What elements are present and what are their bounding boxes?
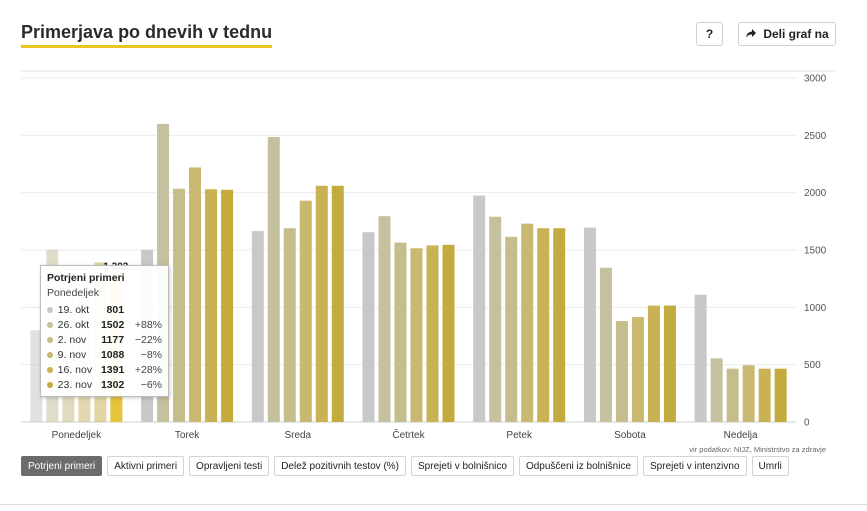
bar (537, 228, 550, 422)
y-tick-label: 500 (804, 360, 821, 371)
bar (505, 236, 518, 422)
tab-opravljeni-testi[interactable]: Opravljeni testi (189, 456, 270, 476)
tooltip-day: Ponedeljek (47, 287, 99, 299)
tooltip-value: 1177 (101, 333, 125, 346)
bar (378, 216, 391, 422)
bottom-divider (0, 504, 867, 505)
bar (742, 365, 755, 422)
tooltip-change: −8% (140, 348, 162, 361)
y-tick-label: 1500 (804, 246, 827, 257)
tab-sprejeti-v-bolnišnico[interactable]: Sprejeti v bolnišnico (411, 456, 514, 476)
bar (331, 185, 344, 422)
tooltip-date: 16. nov (57, 363, 93, 376)
bar (774, 368, 787, 422)
tooltip-date: 9. nov (57, 348, 87, 361)
tooltip-change: −22% (134, 333, 162, 346)
bar (489, 216, 502, 422)
legend-dot-icon (47, 306, 53, 313)
y-tick-label: 2500 (804, 131, 827, 142)
tooltip-date: 19. okt (57, 303, 90, 316)
bar (410, 248, 423, 422)
bar (394, 242, 407, 422)
x-tick-label: Sobota (614, 430, 646, 441)
tab-potrjeni-primeri[interactable]: Potrjeni primeri (21, 456, 103, 476)
share-icon (745, 27, 757, 42)
data-source: vir podatkov: NIJZ, Ministrstvo za zdrav… (689, 445, 826, 454)
x-tick-label: Petek (506, 430, 533, 441)
bar (189, 167, 202, 422)
tooltip-title: Potrjeni primeri (47, 272, 125, 284)
tab-odpuščeni-iz-bolnišnice[interactable]: Odpuščeni iz bolnišnice (518, 456, 639, 476)
tooltip-value: 1502 (100, 318, 125, 331)
bar (758, 368, 771, 422)
bar (173, 188, 186, 422)
x-tick-label: Četrtek (392, 428, 425, 441)
legend-dot-icon (47, 321, 53, 328)
help-button[interactable]: ? (696, 22, 723, 46)
bar (583, 227, 596, 422)
tooltip-date: 26. okt (57, 318, 90, 331)
help-button-label: ? (705, 27, 714, 41)
tooltip-change: +88% (134, 318, 162, 331)
bar (710, 358, 723, 422)
legend-dot-icon (47, 366, 53, 373)
bar (205, 189, 218, 422)
bar (647, 305, 660, 422)
bar (663, 305, 676, 422)
tooltip-change: +28% (134, 363, 162, 376)
metric-tabs: Potrjeni primeri Aktivni primeri Opravljen… (21, 456, 789, 476)
x-tick-label: Nedelja (724, 430, 758, 441)
legend-dot-icon (47, 351, 53, 358)
tooltip-date: 23. nov (57, 378, 93, 391)
tooltip-value: 1088 (100, 348, 125, 361)
tooltip-change: −6% (140, 378, 162, 391)
bar (251, 231, 264, 422)
tooltip-value: 1302 (100, 378, 125, 391)
y-tick-label: 1000 (804, 303, 827, 314)
bar (473, 195, 486, 422)
bar (599, 267, 612, 422)
x-tick-label: Ponedeljek (52, 430, 102, 441)
tooltip-row: 23. nov 1302 −6% (47, 377, 162, 392)
chart-title: Primerjava po dnevih v tednu (21, 22, 273, 48)
tooltip-date: 2. nov (57, 333, 87, 346)
legend-dot-icon (47, 381, 53, 388)
bar (30, 330, 43, 422)
tooltip-row: 9. nov 1088 −8% (47, 347, 162, 362)
bar (299, 200, 312, 422)
bar (221, 189, 234, 422)
x-tick-label: Torek (175, 430, 200, 441)
bar (521, 223, 534, 422)
bar (267, 137, 280, 422)
tooltip-row: 16. nov 1391 +28% (47, 362, 162, 377)
y-tick-label: 0 (804, 418, 810, 429)
y-tick-label: 2000 (804, 188, 827, 199)
bar (553, 228, 566, 422)
tooltip-row: 26. okt 1502 +88% (47, 317, 162, 332)
x-tick-label: Sreda (284, 430, 311, 441)
legend-dot-icon (47, 336, 53, 343)
tooltip-row: 19. okt 801 (47, 302, 162, 317)
chart-tooltip: Potrjeni primeri Ponedeljek 19. okt 801 26… (40, 265, 169, 397)
tooltip-value: 801 (106, 303, 125, 316)
tab-delež-pozitivnih-testov[interactable]: Delež pozitivnih testov (%) (274, 456, 407, 476)
bar (315, 185, 328, 422)
bar (426, 245, 439, 422)
tab-umrli[interactable]: Umrli (751, 456, 789, 476)
bar (694, 294, 707, 422)
bar (442, 244, 455, 422)
bar (283, 228, 296, 422)
share-button-label: Deli graf na (763, 27, 829, 41)
bar (615, 321, 628, 422)
tooltip-value: 1391 (100, 363, 125, 376)
bar (362, 232, 375, 422)
tooltip-row: 2. nov 1177 −22% (47, 332, 162, 347)
share-button[interactable]: Deli graf na (738, 22, 836, 46)
bar (726, 368, 739, 422)
bar (631, 317, 644, 422)
tab-sprejeti-v-intenzivno[interactable]: Sprejeti v intenzivno (643, 456, 747, 476)
tab-aktivni-primeri[interactable]: Aktivni primeri (107, 456, 185, 476)
y-tick-label: 3000 (804, 74, 827, 85)
